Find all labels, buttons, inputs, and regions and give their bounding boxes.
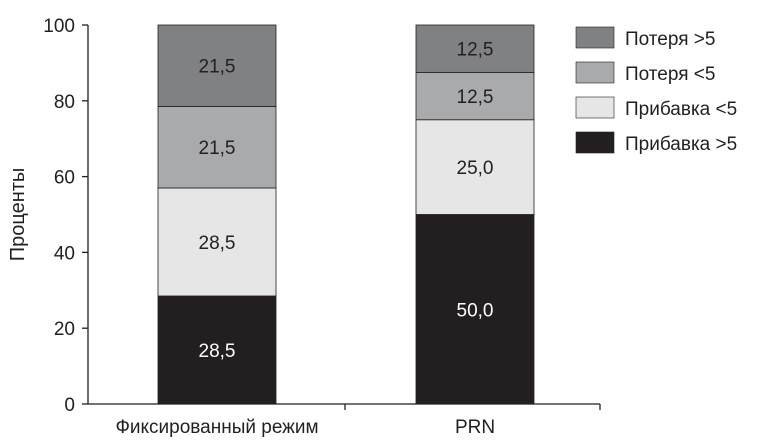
y-tick-label: 40 [54,243,75,264]
y-tick-label: 100 [43,16,75,37]
bar-segment-потеря-5 [157,24,277,107]
legend-label: Потеря >5 [625,29,715,50]
bar-value-label: 28,5 [199,233,236,254]
bar-segment-прибавка-5 [157,295,277,405]
bar-segment-потеря-5 [415,24,535,73]
bar-value-label: 21,5 [199,138,236,159]
bar-segment-прибавка-5 [157,187,277,297]
bar-segment-прибавка-5 [415,119,535,215]
bar-segment-потеря-5 [415,71,535,121]
y-tick-label: 80 [54,92,75,113]
y-tick-label: 20 [54,319,75,340]
y-axis-label: Проценты [7,168,29,262]
bar-value-label: 28,5 [199,341,236,362]
legend-swatch-потеря-5 [575,26,615,49]
bar-value-label: 21,5 [199,57,236,78]
bar-value-label: 25,0 [457,158,494,179]
y-tick-label: 0 [64,395,75,416]
axes: 0 20 40 60 80 100 Фиксированный режим PRN [43,16,601,438]
bar-segment-прибавка-5 [415,214,535,405]
legend-label: Прибавка <5 [625,99,737,120]
legend-label: Прибавка >5 [625,134,737,155]
bar-value-label: 12,5 [457,40,494,61]
bar-value-label: 50,0 [457,300,494,321]
legend-swatch-потеря-5 [575,61,615,84]
bar-value-label: 12,5 [457,87,494,108]
legend: Потеря >5 Потеря <5 Прибавка <5 Прибавка >5 [575,26,737,155]
legend-label: Потеря <5 [625,64,715,85]
legend-swatch-прибавка-5 [575,96,615,119]
x-category-label: Фиксированный режим [115,417,318,438]
legend-swatch-прибавка-5 [575,131,615,154]
x-category-label: PRN [455,417,495,438]
y-tick-label: 60 [54,168,75,189]
bars: 28,5 28,5 21,5 21,5 50,0 25,0 12,5 12,5 [157,24,535,405]
bar-segment-потеря-5 [157,106,277,189]
